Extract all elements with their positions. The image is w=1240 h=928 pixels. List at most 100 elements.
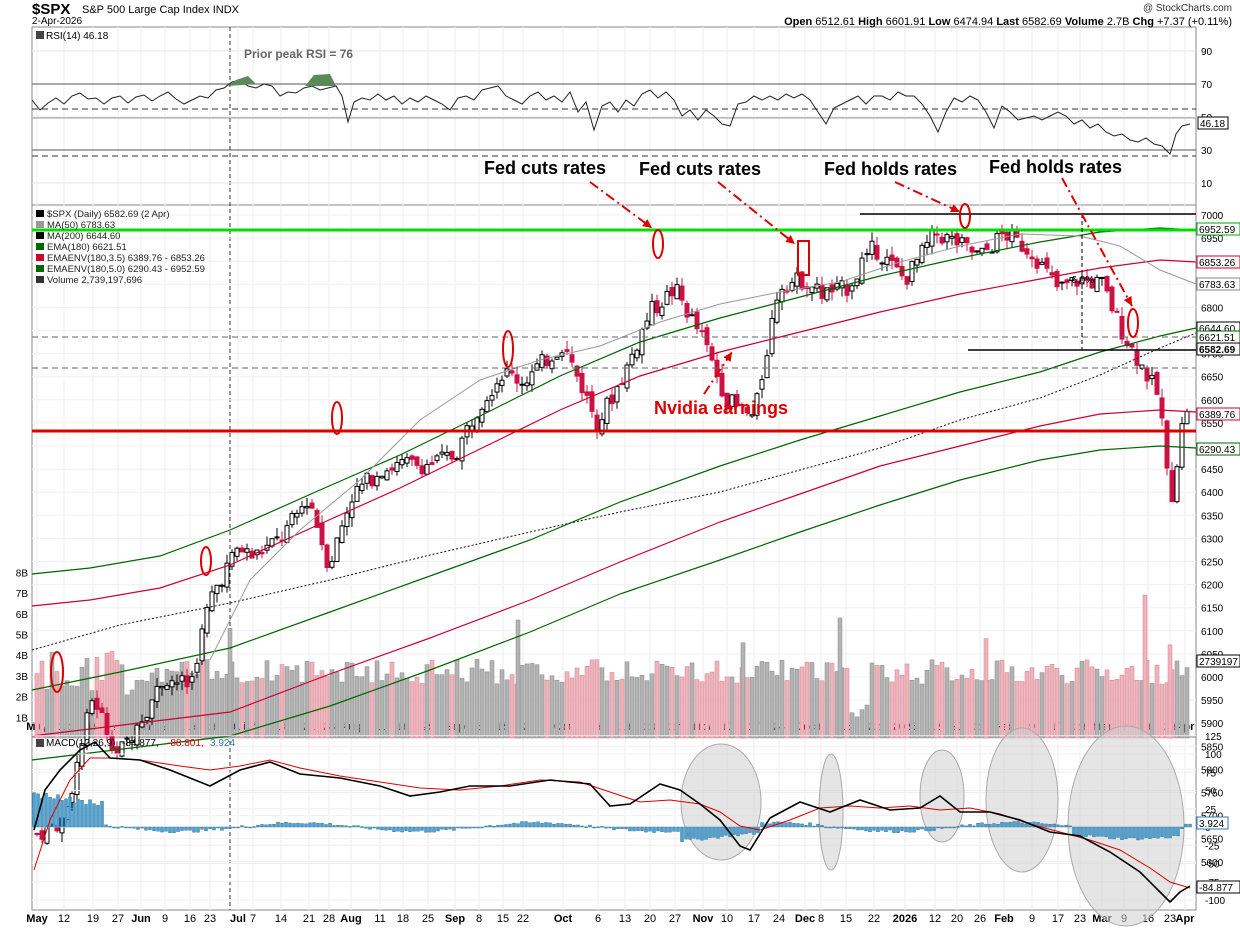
macd-hist-bar <box>124 826 128 829</box>
price-tick-label: 5950 <box>1201 696 1224 707</box>
volume-bar <box>354 676 360 739</box>
macd-hist-bar <box>908 826 912 833</box>
macd-hist-bar <box>284 821 288 828</box>
macd-hist-bar <box>412 826 416 832</box>
macd-hist-bar <box>664 826 668 833</box>
macd-hist-bar <box>984 823 988 828</box>
arrow-fed-cut-2 <box>717 181 796 245</box>
candle-body <box>189 676 195 683</box>
macd-hist-bar <box>296 822 300 828</box>
macd-hist-bar <box>532 822 536 828</box>
macd-hist-bar <box>1140 826 1144 840</box>
candle-body <box>1159 397 1165 419</box>
watermark: @ StockCharts.com <box>1142 3 1232 14</box>
volume-bar <box>689 662 695 739</box>
macd-hist-bar <box>952 826 956 829</box>
macd-hist-bar <box>244 826 248 828</box>
macd-hist-bar <box>980 822 984 828</box>
macd-hist-bar <box>1072 826 1076 836</box>
macd-hist-bar <box>60 800 64 828</box>
macd-hist-bar <box>936 826 940 829</box>
price-tick-label: 6400 <box>1201 488 1224 499</box>
candle-body <box>429 462 435 465</box>
macd-tick-label: -100 <box>1205 896 1225 907</box>
macd-highlight <box>919 749 965 843</box>
candle-body <box>699 330 705 333</box>
macd-hist-bar <box>600 826 604 828</box>
macd-hist-bar <box>76 798 80 828</box>
price-tick-label: 5850 <box>1201 742 1224 753</box>
macd-hist-bar <box>716 826 720 839</box>
volume-bar <box>929 659 935 739</box>
price-tick-label: 6100 <box>1201 627 1224 638</box>
volume-bar <box>1159 683 1165 739</box>
candle-body <box>1084 276 1090 281</box>
macd-hist-bar <box>144 826 148 831</box>
macd-hist-bar <box>300 823 304 828</box>
macd-tick-label: 75 <box>1205 768 1217 779</box>
volume-bar <box>249 680 255 739</box>
macd-hist-bar <box>516 823 520 828</box>
x-tick-label-macd: Jun <box>131 913 151 925</box>
volume-bar <box>884 677 890 739</box>
volume-bar <box>844 668 850 739</box>
macd-hist-bar <box>372 826 376 829</box>
volume-bar <box>874 665 880 739</box>
candle-body <box>214 584 220 595</box>
volume-bar <box>394 677 400 739</box>
ema-env-5-upper <box>31 227 1197 575</box>
volume-bar <box>299 681 305 739</box>
event-marker <box>1127 308 1139 338</box>
macd-hist-bar <box>108 825 112 828</box>
macd-hist-bar <box>824 826 828 829</box>
volume-bar <box>569 677 575 739</box>
candle-body <box>294 512 300 518</box>
candle-body <box>484 400 490 413</box>
candle-body <box>399 458 405 466</box>
macd-legend-macd: -84.877, <box>122 738 159 749</box>
volume-bar <box>789 667 795 739</box>
macd-hist-tag-box <box>1196 816 1229 830</box>
candle-body <box>604 397 610 424</box>
x-tick-label-macd: 13 <box>619 913 631 925</box>
price-legend-item: EMAENV(180,5.0) 6290.43 - 6952.59 <box>47 264 205 275</box>
macd-hist-bar <box>644 826 648 833</box>
volume-bar <box>769 670 775 739</box>
ema-env-5-lower <box>31 445 1197 761</box>
arrow-nvidia-head <box>723 352 732 362</box>
price-tick-label: 6950 <box>1201 234 1224 245</box>
volume-bar <box>44 689 50 739</box>
macd-hist-bar <box>660 826 664 832</box>
volume-bar <box>374 660 380 739</box>
volume-bar <box>914 677 920 739</box>
macd-hist-bar <box>188 826 192 831</box>
macd-hist-bar <box>656 826 660 832</box>
rsi-tick-label: 70 <box>1201 80 1213 91</box>
candle-body <box>684 302 690 318</box>
macd-hist-bar <box>676 826 680 832</box>
volume-bar <box>1142 594 1148 739</box>
price-tick-label: 6150 <box>1201 604 1224 615</box>
candle-body <box>524 382 530 387</box>
macd-hist-bar <box>520 821 524 828</box>
macd-hist-bar <box>88 799 92 828</box>
candle-body <box>674 284 680 300</box>
volume-bar <box>449 674 455 739</box>
candle-body <box>664 290 670 305</box>
volume-bar <box>1099 676 1105 739</box>
rsi-legend-swatch <box>36 31 44 39</box>
event-marker <box>200 546 212 576</box>
volume-bar <box>454 659 460 739</box>
volume-bar <box>594 659 600 739</box>
x-tick-label-macd: Oct <box>554 913 573 925</box>
price-legend-swatch <box>36 221 44 228</box>
candle-body <box>694 311 700 330</box>
macd-hist-bar <box>492 826 496 828</box>
macd-hist-bar <box>1148 826 1152 839</box>
candle-body <box>169 680 175 688</box>
volume-bar <box>694 679 700 739</box>
macd-hist-bar <box>976 823 980 828</box>
volume-bar <box>1174 660 1180 739</box>
event-marker <box>50 651 64 693</box>
volume-bar <box>539 674 545 739</box>
